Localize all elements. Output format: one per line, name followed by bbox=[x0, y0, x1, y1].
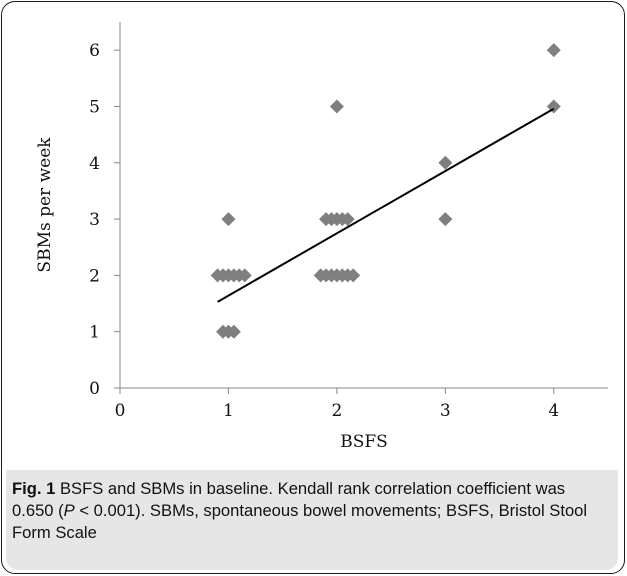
y-tick-label: 0 bbox=[89, 379, 100, 399]
data-point bbox=[329, 99, 344, 114]
data-point bbox=[221, 212, 236, 227]
x-axis-title: BSFS bbox=[340, 432, 388, 452]
caption-figure-label: Fig. 1 bbox=[12, 479, 56, 498]
figure-caption: Fig. 1 BSFS and SBMs in baseline. Kendal… bbox=[6, 470, 618, 570]
trendline bbox=[217, 107, 555, 303]
y-axis-title: SBMs per week bbox=[35, 137, 55, 273]
x-tick-label: 0 bbox=[115, 401, 126, 421]
y-tick-label: 1 bbox=[89, 323, 100, 343]
data-point bbox=[237, 268, 252, 283]
x-tick-label: 2 bbox=[331, 401, 342, 421]
y-tick-label: 6 bbox=[89, 41, 100, 61]
data-point bbox=[346, 268, 361, 283]
x-axis: 0 1 2 3 4 bbox=[115, 387, 608, 421]
data-point bbox=[546, 43, 561, 58]
caption-text-part-1: BSFS and SBMs in baseline. Kendall rank … bbox=[12, 479, 566, 520]
caption-p-symbol: P bbox=[63, 501, 75, 520]
scatter-chart: 0 1 2 3 4 5 6 0 1 2 3 4 BSFS SBMs per week bbox=[35, 22, 608, 452]
x-tick-label: 1 bbox=[223, 401, 234, 421]
y-tick-label: 3 bbox=[89, 210, 100, 230]
data-points bbox=[210, 43, 561, 339]
y-tick-label: 5 bbox=[89, 97, 100, 117]
caption-text-part-2: < 0.001). SBMs, spontaneous bowel moveme… bbox=[12, 501, 588, 542]
x-tick-label: 3 bbox=[440, 401, 451, 421]
data-point bbox=[438, 212, 453, 227]
y-axis: 0 1 2 3 4 5 6 bbox=[89, 22, 121, 399]
data-point bbox=[340, 212, 355, 227]
y-tick-label: 2 bbox=[89, 266, 100, 286]
y-tick-label: 4 bbox=[89, 154, 100, 174]
data-point bbox=[226, 324, 241, 339]
trendline-group bbox=[217, 107, 555, 303]
data-point bbox=[438, 155, 453, 170]
x-tick-label: 4 bbox=[548, 401, 559, 421]
